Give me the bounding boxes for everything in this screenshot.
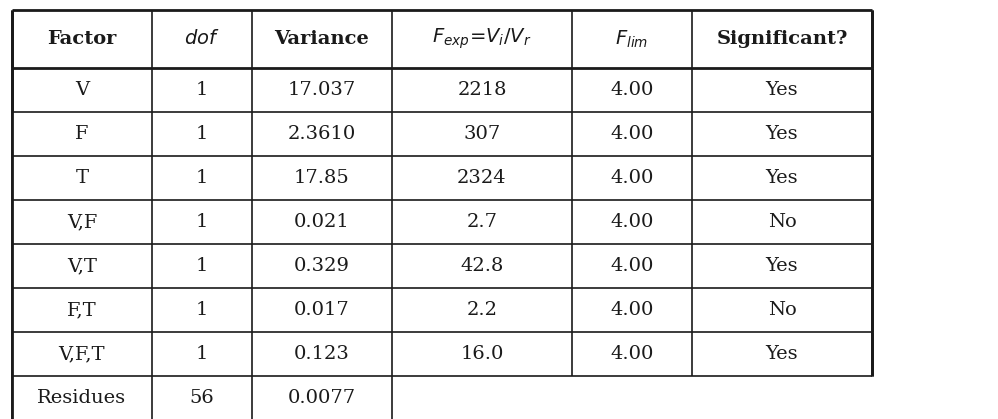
Text: Significant?: Significant? [717,30,847,48]
Text: V,T: V,T [67,257,97,275]
Text: No: No [767,213,796,231]
Text: 56: 56 [190,389,215,407]
Text: 0.0077: 0.0077 [288,389,356,407]
Text: 307: 307 [463,125,501,143]
Text: 42.8: 42.8 [460,257,504,275]
Text: Yes: Yes [765,81,798,99]
Text: Residues: Residues [38,389,127,407]
Text: 4.00: 4.00 [611,301,654,319]
Text: 0.329: 0.329 [294,257,350,275]
Text: 0.123: 0.123 [294,345,350,363]
Text: F,T: F,T [67,301,97,319]
Text: 1: 1 [196,345,209,363]
Text: V: V [75,81,89,99]
Text: $\mathbf{\mathit{F}}_{lim}$: $\mathbf{\mathit{F}}_{lim}$ [616,28,649,49]
Text: 2.7: 2.7 [466,213,497,231]
Text: 0.017: 0.017 [294,301,350,319]
Text: 17.037: 17.037 [287,81,356,99]
Text: 4.00: 4.00 [611,345,654,363]
Text: T: T [76,169,89,187]
Text: F: F [75,125,89,143]
Text: 1: 1 [196,81,209,99]
Text: Variance: Variance [274,30,369,48]
Text: Yes: Yes [765,169,798,187]
Text: $\mathbf{\mathit{F}}_{exp}$=$V_i$/$V_r$: $\mathbf{\mathit{F}}_{exp}$=$V_i$/$V_r$ [432,27,532,51]
Text: 16.0: 16.0 [460,345,504,363]
Text: 1: 1 [196,213,209,231]
Text: No: No [767,301,796,319]
Text: V,F: V,F [67,213,97,231]
Text: Yes: Yes [765,345,798,363]
Text: 0.021: 0.021 [294,213,350,231]
Text: 17.85: 17.85 [294,169,350,187]
Text: 1: 1 [196,125,209,143]
Text: 1: 1 [196,169,209,187]
Text: 2218: 2218 [457,81,507,99]
Text: 2.3610: 2.3610 [287,125,356,143]
Text: 2324: 2324 [457,169,507,187]
Text: 2.2: 2.2 [466,301,497,319]
Text: 4.00: 4.00 [611,213,654,231]
Text: 1: 1 [196,257,209,275]
Text: 4.00: 4.00 [611,125,654,143]
Text: Yes: Yes [765,257,798,275]
Text: $\bf{\mathit{dof}}$: $\bf{\mathit{dof}}$ [185,29,220,49]
Text: Yes: Yes [765,125,798,143]
Text: 4.00: 4.00 [611,257,654,275]
Text: 4.00: 4.00 [611,81,654,99]
Text: V,F,T: V,F,T [59,345,106,363]
Text: 1: 1 [196,301,209,319]
Text: 4.00: 4.00 [611,169,654,187]
Text: Factor: Factor [47,30,117,48]
